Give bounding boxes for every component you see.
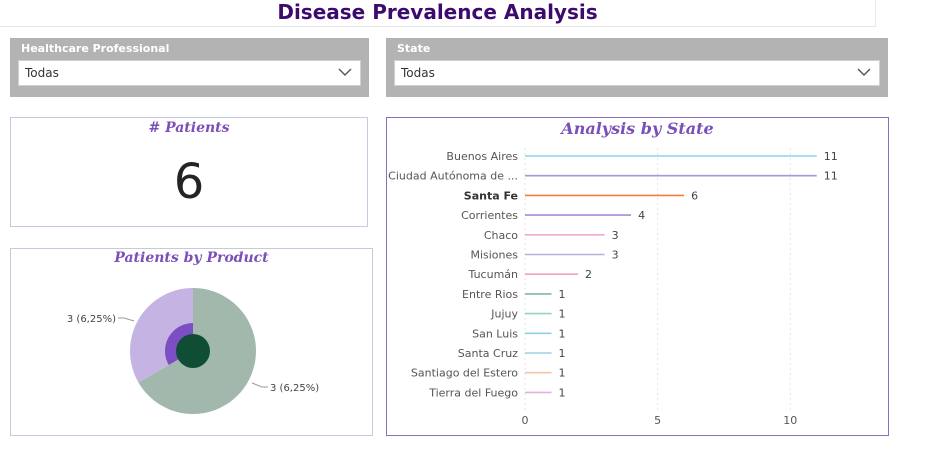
chevron-down-icon bbox=[857, 68, 871, 76]
professional-dropdown-value: Todas bbox=[25, 66, 59, 80]
kpi-title: # Patients bbox=[148, 120, 230, 136]
leader-line bbox=[251, 382, 268, 388]
category-label: Ciudad Autónoma de ... bbox=[388, 170, 518, 183]
data-label: 1 bbox=[559, 308, 566, 321]
state-slicer: State Todas bbox=[386, 38, 888, 97]
category-label: Santiago del Estero bbox=[411, 367, 518, 380]
x-tick-label: 10 bbox=[783, 414, 797, 427]
data-label: 6 bbox=[691, 189, 698, 202]
category-label: Entre Rios bbox=[462, 288, 518, 301]
kpi-value: 6 bbox=[173, 154, 205, 210]
data-label: 11 bbox=[824, 150, 838, 163]
professional-dropdown[interactable]: Todas bbox=[18, 60, 361, 86]
bar-chart-title: Analysis by State bbox=[561, 119, 714, 138]
patients-kpi-card: # Patients 6 bbox=[10, 117, 368, 227]
professional-slicer: Healthcare Professional Todas bbox=[10, 38, 369, 97]
professional-slicer-label: Healthcare Professional bbox=[21, 42, 170, 55]
data-label: 3 bbox=[612, 229, 619, 242]
page-title: Disease Prevalence Analysis bbox=[277, 0, 598, 24]
category-label: Misiones bbox=[470, 249, 518, 262]
state-dropdown[interactable]: Todas bbox=[394, 60, 880, 86]
category-label: Tucumán bbox=[468, 268, 518, 281]
pie-label: 3 (6,25%) bbox=[270, 383, 319, 394]
data-label: 2 bbox=[585, 268, 592, 281]
category-label: Jujuy bbox=[490, 308, 518, 321]
data-label: 1 bbox=[559, 288, 566, 301]
state-slicer-label: State bbox=[397, 42, 431, 55]
title-box: Disease Prevalence Analysis bbox=[0, 0, 876, 27]
x-tick-label: 5 bbox=[654, 414, 661, 427]
category-label: Buenos Aires bbox=[446, 150, 518, 163]
chevron-down-icon bbox=[338, 68, 352, 76]
data-label: 4 bbox=[638, 209, 645, 222]
data-label: 11 bbox=[824, 170, 838, 183]
data-label: 1 bbox=[559, 327, 566, 340]
category-label: Tierra del Fuego bbox=[428, 386, 518, 399]
pie-label: 3 (6,25%) bbox=[67, 314, 116, 325]
pie-chart: 3 (6,25%) 3 (6,25%) bbox=[67, 288, 319, 414]
category-label: San Luis bbox=[472, 327, 518, 340]
category-label: Corrientes bbox=[461, 209, 518, 222]
pie-title: Patients by Product bbox=[114, 250, 269, 266]
pie-inner-core[interactable] bbox=[176, 334, 210, 368]
patients-by-product-card: Patients by Product 3 (6,25%) 3 (6,25%) bbox=[10, 248, 373, 436]
x-tick-label: 0 bbox=[522, 414, 529, 427]
category-label: Chaco bbox=[484, 229, 518, 242]
analysis-by-state-card: Analysis by State Buenos Aires 11 Ciudad A… bbox=[386, 117, 889, 436]
data-label: 1 bbox=[559, 367, 566, 380]
category-label: Santa Fe bbox=[464, 189, 518, 202]
leader-line bbox=[118, 317, 135, 322]
data-label: 1 bbox=[559, 386, 566, 399]
state-dropdown-value: Todas bbox=[401, 66, 435, 80]
data-label: 1 bbox=[559, 347, 566, 360]
category-label: Santa Cruz bbox=[458, 347, 518, 360]
data-label: 3 bbox=[612, 249, 619, 262]
